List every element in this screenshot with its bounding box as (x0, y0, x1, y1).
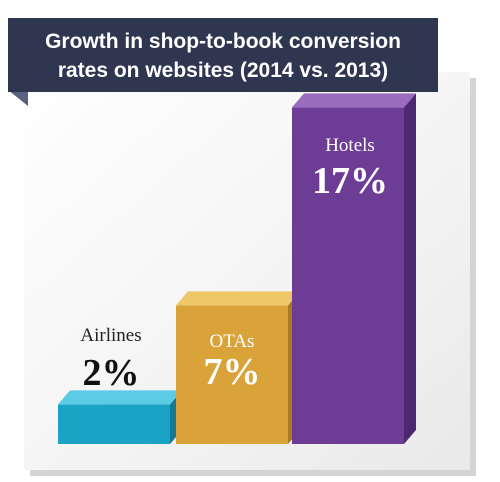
bar-side-hotels (404, 93, 416, 445)
banner-fold (8, 90, 28, 106)
bar-airlines (58, 390, 182, 444)
bar-hotels (292, 93, 416, 445)
bar-top-otas (176, 291, 300, 306)
bar-top-airlines (58, 390, 182, 405)
category-label-hotels: Hotels (325, 135, 375, 156)
bar-front-hotels (292, 107, 404, 445)
title-line-1: Growth in shop-to-book conversion (45, 30, 401, 53)
value-label-otas: 7% (204, 351, 261, 393)
bar-front-otas (176, 305, 288, 444)
value-label-airlines: 2% (83, 352, 140, 394)
title-banner (8, 18, 438, 92)
category-label-otas: OTAs (210, 331, 255, 352)
title-line-2: rates on websites (2014 vs. 2013) (58, 59, 388, 82)
bar-otas (176, 291, 300, 444)
bars (58, 93, 416, 445)
value-label-hotels: 17% (312, 160, 388, 202)
category-label-airlines: Airlines (80, 325, 141, 346)
bar-top-hotels (292, 93, 416, 108)
bar-front-airlines (58, 404, 170, 444)
